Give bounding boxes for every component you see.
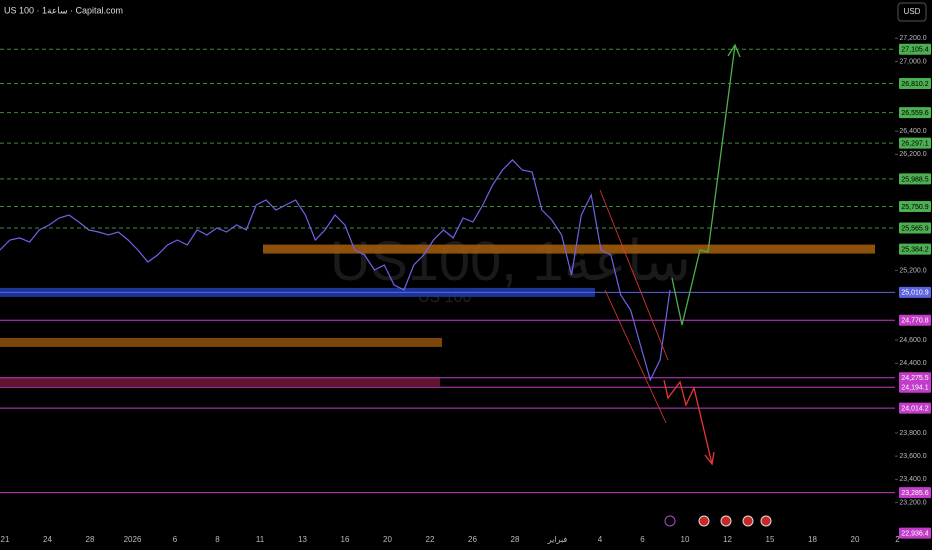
price-badge-label: 25,988.5 xyxy=(901,176,928,183)
x-tick-label: 2 xyxy=(895,535,900,544)
price-badge xyxy=(899,372,931,384)
x-tick-label: 28 xyxy=(511,535,520,544)
price-badge xyxy=(899,137,931,149)
x-tick-label: 4 xyxy=(598,535,603,544)
x-tick-label: 26 xyxy=(468,535,477,544)
zone xyxy=(263,244,875,254)
price-badge xyxy=(899,107,931,119)
x-tick-label: 8 xyxy=(215,535,220,544)
y-tick-label: 23,800.0 xyxy=(899,430,926,437)
x-tick-label: 28 xyxy=(86,535,95,544)
price-badge xyxy=(899,243,931,255)
price-line xyxy=(0,159,671,382)
x-tick-label: 6 xyxy=(640,535,645,544)
arrow-head xyxy=(704,451,715,466)
zone xyxy=(0,337,442,347)
x-tick-label: 10 xyxy=(681,535,690,544)
event-icon[interactable] xyxy=(698,515,710,527)
x-tick-label: 22 xyxy=(426,535,435,544)
y-tick-label: 26,200.0 xyxy=(899,151,926,158)
price-badge xyxy=(899,527,931,539)
price-badge xyxy=(899,487,931,499)
arrow-head xyxy=(727,43,741,58)
price-badge xyxy=(899,43,931,55)
x-tick-label: 20 xyxy=(383,535,392,544)
price-badge xyxy=(899,173,931,185)
y-tick-label: 27,200.0 xyxy=(899,35,926,42)
event-icon[interactable] xyxy=(720,515,732,527)
zone xyxy=(0,377,440,387)
x-tick-label: 16 xyxy=(341,535,350,544)
price-badge xyxy=(899,314,931,326)
event-icon[interactable] xyxy=(664,515,676,527)
currency[interactable]: USD xyxy=(904,7,921,16)
x-tick-label: 12 xyxy=(723,535,732,544)
channel-line xyxy=(599,189,669,361)
y-tick-label: 23,200.0 xyxy=(899,499,926,506)
price-badge-label: 26,559.6 xyxy=(901,110,928,117)
price-badge xyxy=(899,286,931,298)
price-badge-label: 27,105.4 xyxy=(901,47,928,54)
price-badge-label: 26,297.1 xyxy=(901,140,928,147)
chart-title: US 100 · 1ساعة · Capital.com xyxy=(4,5,123,15)
watermark: US100, 1ساعة xyxy=(330,229,691,292)
price-badge xyxy=(899,381,931,393)
y-tick-label: 26,400.0 xyxy=(899,128,926,135)
price-badge-label: 25,010.9 xyxy=(901,290,928,297)
price-badge xyxy=(899,402,931,414)
x-tick-label: 20 xyxy=(851,535,860,544)
x-tick-label: 18 xyxy=(808,535,817,544)
price-badge xyxy=(899,78,931,90)
x-tick-label: 21 xyxy=(1,535,10,544)
y-tick-label: 23,600.0 xyxy=(899,453,926,460)
price-badge-label: 24,194.1 xyxy=(901,385,928,392)
y-tick-label: 27,000.0 xyxy=(899,58,926,65)
x-tick-label: 11 xyxy=(256,535,265,544)
y-tick-label: 23,400.0 xyxy=(899,476,926,483)
price-badge-label: 22,936.4 xyxy=(901,531,928,538)
price-axis xyxy=(895,0,932,550)
y-tick-label: 25,200.0 xyxy=(899,267,926,274)
x-tick-label: 2026 xyxy=(124,535,142,544)
event-icons xyxy=(664,515,772,527)
y-tick-label: 24,400.0 xyxy=(899,360,926,367)
x-tick-label: 24 xyxy=(43,535,52,544)
price-badge-label: 24,275.5 xyxy=(901,375,928,382)
price-badge-label: 25,384.2 xyxy=(901,246,928,253)
price-badge xyxy=(899,201,931,213)
x-tick-label: 15 xyxy=(766,535,775,544)
event-icon[interactable] xyxy=(742,515,754,527)
projection-up xyxy=(671,44,736,326)
price-badge-label: 25,565.9 xyxy=(901,225,928,232)
price-badge-label: 24,770.8 xyxy=(901,318,928,325)
price-badge-label: 23,285.6 xyxy=(901,490,928,497)
price-badge-label: 26,810.2 xyxy=(901,81,928,88)
price-badge-label: 24,014.2 xyxy=(901,405,928,412)
price-badge-label: 25,750.9 xyxy=(901,204,928,211)
x-tick-label: 6 xyxy=(173,535,178,544)
price-badge xyxy=(899,222,931,234)
y-tick-label: 24,600.0 xyxy=(899,337,926,344)
channel-line xyxy=(604,289,667,424)
x-tick-label: فبراير xyxy=(547,535,568,544)
event-icon[interactable] xyxy=(760,515,772,527)
currency-box[interactable] xyxy=(897,2,927,22)
x-tick-label: 13 xyxy=(298,535,307,544)
projection-down xyxy=(663,379,713,465)
